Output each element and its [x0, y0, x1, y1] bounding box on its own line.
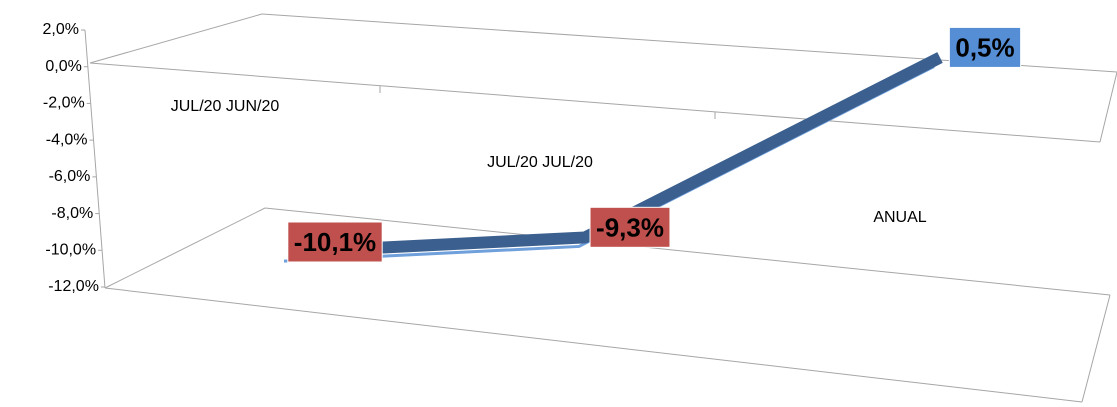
data-label-box — [287, 221, 383, 263]
y-tick-label: -10,0% — [45, 242, 96, 259]
y-tick-label: 0,0% — [45, 58, 81, 75]
y-tick-label: -12,0% — [48, 278, 99, 295]
frame-line — [89, 62, 1101, 143]
data-label-text: -9,3% — [596, 212, 664, 242]
y-axis — [84, 29, 106, 289]
frame-line — [104, 287, 1083, 403]
frame-line — [89, 13, 263, 64]
data-label-box — [589, 206, 671, 248]
y-tick-label: -2,0% — [43, 95, 85, 112]
data-label: -9,3% — [589, 206, 671, 248]
y-tick-label: -8,0% — [51, 205, 93, 222]
frame-line — [1099, 71, 1117, 143]
chart-frame — [84, 13, 1117, 403]
frame-line — [1081, 294, 1111, 403]
x-tick-label: JUL/20 JUN/20 — [171, 98, 280, 115]
data-label: -10,1% — [287, 221, 383, 263]
y-tick-label: -4,0% — [46, 131, 88, 148]
data-label: 0,5% — [948, 26, 1022, 68]
data-label-text: -10,1% — [294, 227, 376, 257]
y-tick-label: -6,0% — [49, 168, 91, 185]
data-label-text: 0,5% — [955, 32, 1014, 62]
frame-line — [264, 207, 1111, 296]
data-label-box — [948, 26, 1022, 68]
frame-line — [104, 207, 266, 289]
line-ribbon — [289, 52, 943, 259]
x-tick-label: ANUAL — [873, 209, 926, 226]
x-tick-label: JUL/20 JUL/20 — [487, 154, 593, 171]
y-tick-label: 2,0% — [43, 21, 79, 38]
